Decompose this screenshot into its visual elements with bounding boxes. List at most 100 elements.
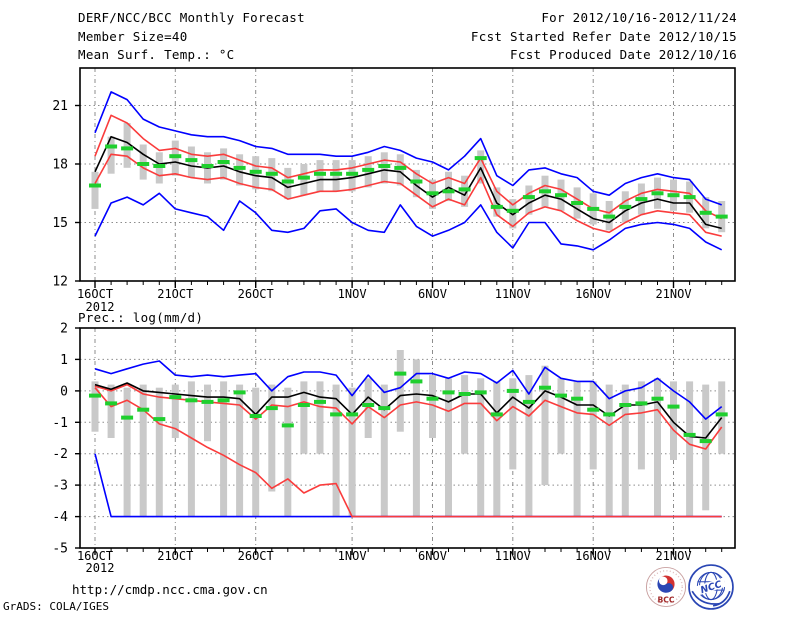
y-tick-label: 18 — [52, 158, 68, 173]
y-tick-label: 21 — [52, 99, 68, 114]
climatology-marker — [587, 407, 600, 412]
climatology-marker — [185, 398, 198, 403]
series-spread-upper — [94, 383, 723, 450]
climatology-marker — [619, 403, 632, 407]
x-tick-label: 6NOV — [418, 549, 447, 563]
x-tick-label: 26OCT — [238, 549, 274, 563]
climatology-marker — [410, 179, 423, 184]
ensemble-range-bar — [654, 378, 661, 517]
climatology-marker — [265, 406, 278, 411]
x-tick-label: 11NOV — [495, 549, 531, 563]
x-tick-label: 11NOV — [495, 287, 531, 301]
climatology-marker — [635, 401, 648, 406]
climatology-marker — [314, 171, 326, 176]
climatology-marker — [394, 371, 407, 376]
x-tick-label: 16OCT — [77, 549, 113, 563]
ncc-banner — [695, 577, 727, 596]
climatology-marker — [89, 183, 101, 188]
climatology-marker — [378, 164, 391, 168]
x-tick-label: 21NOV — [655, 287, 691, 301]
climatology-marker — [153, 417, 166, 422]
climatology-marker — [522, 195, 535, 200]
plot-border — [79, 327, 736, 549]
climatology-marker — [378, 406, 391, 411]
climatology-marker — [571, 201, 584, 205]
forecast-period-label: For 2012/10/16-2012/11/24 — [541, 10, 737, 25]
climatology-marker — [442, 189, 455, 194]
ensemble-range-bar — [123, 387, 131, 517]
ensemble-range-bar — [91, 381, 99, 432]
ensemble-range-bar — [525, 375, 533, 517]
series-spread-lower — [94, 387, 722, 518]
precip-chart-title: Prec.: log(mm/d) — [78, 310, 204, 325]
bcc-logo-text-ring — [649, 570, 683, 604]
climatology-marker — [555, 393, 567, 398]
ensemble-range-bar — [509, 378, 517, 470]
series-spread-lower — [94, 153, 722, 237]
ensemble-range-bar — [171, 384, 179, 438]
climatology-marker — [346, 171, 359, 176]
climatology-marker — [330, 412, 343, 417]
page-title: DERF/NCC/BCC Monthly Forecast — [78, 10, 305, 25]
climatology-marker — [169, 154, 182, 159]
ensemble-range-bar — [348, 387, 356, 517]
ensemble-range-bar — [445, 171, 452, 202]
ensemble-range-bar — [123, 123, 131, 168]
x-tick-label: 16OCT — [77, 287, 113, 301]
ensemble-range-bar — [236, 384, 244, 517]
climatology-marker — [506, 388, 519, 393]
ensemble-range-bar — [525, 185, 533, 215]
member-size-label: Member Size=40 — [78, 29, 188, 44]
climatology-marker — [490, 204, 503, 209]
ensemble-range-bar — [493, 381, 501, 517]
y-tick-label: -2 — [52, 447, 68, 462]
x-tick-label: 16NOV — [575, 287, 611, 301]
climatology-marker — [635, 197, 648, 202]
climatology-marker — [201, 399, 214, 404]
refer-date-label: Fcst Started Refer Date 2012/10/15 — [470, 29, 737, 44]
ensemble-range-bar — [155, 387, 163, 517]
series-ensemble-max — [94, 91, 722, 206]
ensemble-range-bar — [445, 378, 452, 517]
series-ensemble-mean — [94, 135, 722, 230]
climatology-marker — [474, 390, 487, 395]
y-tick-label: -3 — [52, 479, 68, 494]
climatology-marker — [297, 175, 310, 180]
climatology-marker — [651, 191, 664, 196]
y-tick-label: 0 — [60, 384, 68, 399]
climatology-marker — [362, 167, 375, 172]
series-ensemble-mean — [94, 382, 723, 439]
climatology-marker — [603, 214, 616, 219]
ensemble-range-bar — [380, 384, 388, 517]
climatology-marker — [410, 379, 423, 384]
ensemble-range-bar — [541, 365, 549, 486]
ensemble-range-bar — [107, 384, 115, 438]
climatology-marker — [137, 407, 150, 412]
climatology-marker — [651, 396, 664, 401]
x-tick-label: 26OCT — [238, 287, 274, 301]
x-tick-label: 21OCT — [157, 549, 193, 563]
ensemble-range-bar — [429, 375, 436, 438]
climatology-marker — [474, 156, 487, 161]
ensemble-range-bar — [637, 381, 645, 470]
ensemble-range-bar — [557, 378, 565, 454]
plot-border — [79, 67, 736, 282]
climatology-marker — [330, 171, 343, 176]
ensemble-range-bar — [589, 381, 597, 470]
x-tick-label: 21NOV — [655, 549, 691, 563]
climatology-marker — [490, 412, 503, 417]
x-axis-year-label: 2012 — [86, 561, 115, 575]
ensemble-range-bar — [332, 384, 340, 517]
ensemble-range-bar — [686, 381, 694, 517]
climatology-marker — [458, 187, 471, 192]
ensemble-range-bar — [412, 169, 420, 198]
climatology-marker — [105, 401, 118, 406]
climatology-marker — [185, 158, 198, 163]
ensemble-range-bar — [284, 387, 292, 517]
source-url[interactable]: http://cmdp.ncc.cma.gov.cn — [72, 582, 268, 597]
climatology-marker — [169, 395, 182, 400]
climatology-marker — [121, 415, 134, 420]
climatology-marker — [297, 403, 310, 407]
ensemble-range-bar — [461, 375, 469, 454]
climatology-marker — [426, 396, 439, 401]
